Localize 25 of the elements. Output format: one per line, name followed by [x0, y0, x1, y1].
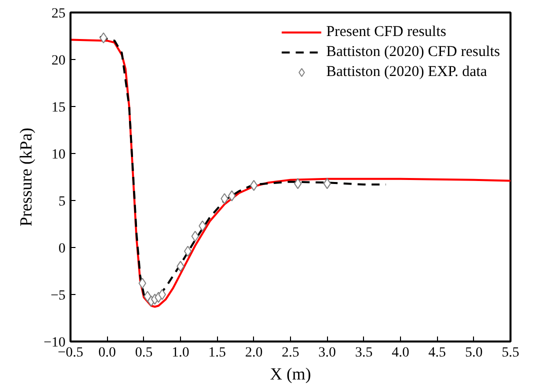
y-axis-title: Pressure (kPa) [16, 128, 36, 226]
x-axis-title: X (m) [270, 364, 312, 384]
y-tick-label: −5 [50, 288, 66, 304]
legend-label: Battiston (2020) EXP. data [326, 64, 488, 80]
y-tick-label: 5 [58, 194, 66, 210]
y-tick-label: 0 [58, 242, 66, 256]
y-tick-label: 10 [52, 148, 66, 162]
x-tick-label: 5.5 [502, 346, 520, 360]
legend-label: Present CFD results [326, 24, 446, 40]
x-tick-label: 1.5 [208, 346, 226, 360]
legend-label: Battiston (2020) CFD results [326, 44, 500, 60]
x-tick-label: 1.0 [172, 346, 190, 360]
x-tick-label: 5.0 [465, 346, 483, 360]
y-tick-label: 15 [52, 100, 66, 116]
x-tick-label: 0.5 [135, 346, 153, 360]
x-tick-label: 3.5 [355, 346, 373, 360]
x-tick-label: 4.5 [428, 346, 446, 360]
y-tick-label: 20 [52, 54, 66, 68]
point [158, 289, 166, 300]
x-tick-label: 0.0 [98, 346, 116, 360]
x-tick-label: 2.5 [282, 346, 300, 360]
x-tick-label: 2.0 [245, 346, 263, 360]
x-tick-label: 3.0 [318, 346, 336, 360]
x-tick-label: 4.0 [392, 346, 410, 360]
y-tick-label: 25 [52, 6, 66, 22]
